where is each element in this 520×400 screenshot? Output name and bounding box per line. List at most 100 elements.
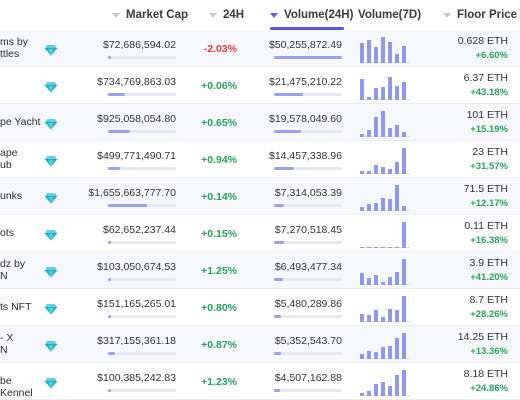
- table-row[interactable]: $734,769,863.03 +0.06% $21,475,210.22 6.37 …: [0, 67, 520, 104]
- market-cap-bar: [108, 167, 176, 170]
- sparkline-bar: [374, 47, 378, 63]
- table-row[interactable]: ms by ttles $72,686,594.02 -2.03% $50,255,8…: [0, 30, 520, 67]
- collection-name[interactable]: dz by N: [0, 258, 26, 282]
- table-row[interactable]: ape ub $499,771,490.71 +0.94% $14,457,338.9…: [0, 141, 520, 178]
- table-row[interactable]: ots $62,652,237.44 +0.15% $7,270,518.45 0.11…: [0, 215, 520, 252]
- volume-7d-sparkline: [360, 331, 410, 359]
- row-divider: [0, 288, 520, 289]
- collection-name[interactable]: ape ub: [0, 147, 18, 171]
- table-row[interactable]: dz by N $103,050,674.53 +1.25% $6,493,477.3…: [0, 252, 520, 289]
- market-cap-bar-fill: [108, 130, 130, 133]
- table-row[interactable]: - X N $317,155,361.18 +0.87% $5,352,543.70 1…: [0, 326, 520, 363]
- market-cap-value: $100,385,242.83: [97, 372, 176, 384]
- sparkline-bar: [395, 338, 399, 359]
- floor-price-value: 0.628 ETH: [457, 35, 508, 47]
- collection-name[interactable]: - X N: [0, 332, 14, 356]
- market-cap-value: $1,655,663,777.70: [88, 187, 176, 199]
- floor-change-value: +31.57%: [470, 161, 508, 172]
- volume-bar-fill: [274, 278, 283, 281]
- sparkline-bar: [374, 203, 378, 211]
- volume-bar: [274, 56, 342, 59]
- sparkline-bar: [367, 171, 371, 174]
- floor-price-value: 0.11 ETH: [464, 220, 508, 232]
- collection-name[interactable]: be Kennel: [0, 375, 33, 399]
- sparkline-bar: [402, 148, 406, 174]
- sparkline-bar: [388, 199, 392, 211]
- sparkline-baseline: [360, 358, 410, 359]
- table-row[interactable]: be Kennel $100,385,242.83 +1.23% $4,507,162…: [0, 363, 520, 400]
- market-cap-bar: [108, 278, 176, 281]
- volume-24h-value: $5,352,543.70: [274, 335, 342, 347]
- sparkline-bar: [402, 333, 406, 359]
- sparkline-bar: [388, 309, 392, 322]
- market-cap-bar: [108, 204, 176, 207]
- volume-bar: [274, 167, 342, 170]
- sort-active-arrow-icon: [270, 12, 278, 18]
- table-row[interactable]: pe Yacht $925,058,054.80 +0.65% $19,578,049…: [0, 104, 520, 141]
- market-cap-bar-fill: [108, 352, 115, 355]
- volume-24h-value: $14,457,338.96: [269, 150, 342, 162]
- floor-price-value: 23 ETH: [472, 146, 508, 158]
- sparkline-bar: [381, 382, 385, 396]
- floor-price-value: 8.7 ETH: [469, 294, 508, 306]
- volume-bar-fill: [274, 352, 281, 355]
- market-cap-bar: [108, 93, 176, 96]
- market-cap-bar: [108, 315, 176, 318]
- market-cap-bar-fill: [108, 167, 120, 170]
- floor-price-value: 101 ETH: [466, 109, 508, 121]
- sparkline-bar: [367, 40, 371, 63]
- floor-change-value: +43.18%: [470, 87, 508, 98]
- volume-bar-fill: [274, 56, 342, 59]
- diamond-icon: [45, 228, 57, 241]
- volume-24h-value: $21,475,210.22: [269, 76, 342, 88]
- volume-bar-fill: [274, 389, 280, 392]
- row-divider: [0, 140, 520, 141]
- header-market-cap[interactable]: Market Cap: [112, 0, 188, 30]
- diamond-icon: [45, 339, 57, 352]
- market-cap-bar-fill: [108, 204, 147, 207]
- collection-name[interactable]: ms by ttles: [0, 36, 29, 60]
- row-divider: [0, 362, 520, 363]
- volume-7d-sparkline: [360, 294, 410, 322]
- sparkline-bar: [381, 167, 385, 174]
- market-cap-bar-fill: [108, 56, 111, 59]
- sparkline-bar: [402, 82, 406, 100]
- table-row[interactable]: ts NFT $151,165,265.01 +0.80% $5,480,289.86…: [0, 289, 520, 326]
- sparkline-bar: [388, 247, 392, 248]
- diamond-icon: [45, 376, 57, 389]
- collection-name[interactable]: ots: [0, 227, 15, 239]
- market-cap-bar: [108, 389, 176, 392]
- floor-change-value: +15.19%: [470, 124, 508, 135]
- sparkline-bar: [381, 317, 385, 322]
- table-header: Market Cap 24H Volume(24H) Volume(7D) Fl…: [0, 0, 520, 30]
- market-cap-bar-fill: [108, 389, 111, 392]
- sparkline-bar: [388, 169, 392, 174]
- sparkline-baseline: [360, 136, 410, 137]
- volume-bar-fill: [274, 241, 284, 244]
- sparkline-bar: [374, 88, 378, 100]
- diamond-icon: [45, 43, 57, 56]
- collection-name[interactable]: ts NFT: [0, 301, 32, 313]
- collection-name[interactable]: unks: [0, 190, 23, 202]
- sparkline-bar: [367, 204, 371, 211]
- header-volume-7d[interactable]: Volume(7D): [358, 9, 422, 21]
- market-cap-value: $734,769,863.03: [97, 76, 176, 88]
- change-24h-value: +0.80%: [201, 302, 237, 314]
- floor-change-value: +16.38%: [470, 235, 508, 246]
- sparkline-bar: [367, 130, 371, 137]
- market-cap-value: $103,050,674.53: [97, 261, 176, 273]
- market-cap-bar: [108, 241, 176, 244]
- floor-change-value: +6.60%: [475, 50, 509, 61]
- sparkline-bar: [388, 128, 392, 137]
- collection-name[interactable]: pe Yacht: [0, 116, 41, 128]
- sparkline-bar: [360, 247, 364, 248]
- market-cap-value: $72,686,594.02: [103, 39, 176, 51]
- floor-price-value: 8.18 ETH: [463, 368, 508, 380]
- header-volume-24h[interactable]: Volume(24H): [270, 0, 353, 30]
- sparkline-bar: [395, 247, 399, 248]
- volume-24h-value: $50,255,872.49: [269, 39, 342, 51]
- sparkline-bar: [395, 185, 399, 211]
- header-change-24h[interactable]: 24H: [209, 0, 244, 30]
- table-row[interactable]: unks $1,655,663,777.70 +0.14% $7,314,053.39…: [0, 178, 520, 215]
- header-floor-price[interactable]: Floor Price: [443, 0, 517, 30]
